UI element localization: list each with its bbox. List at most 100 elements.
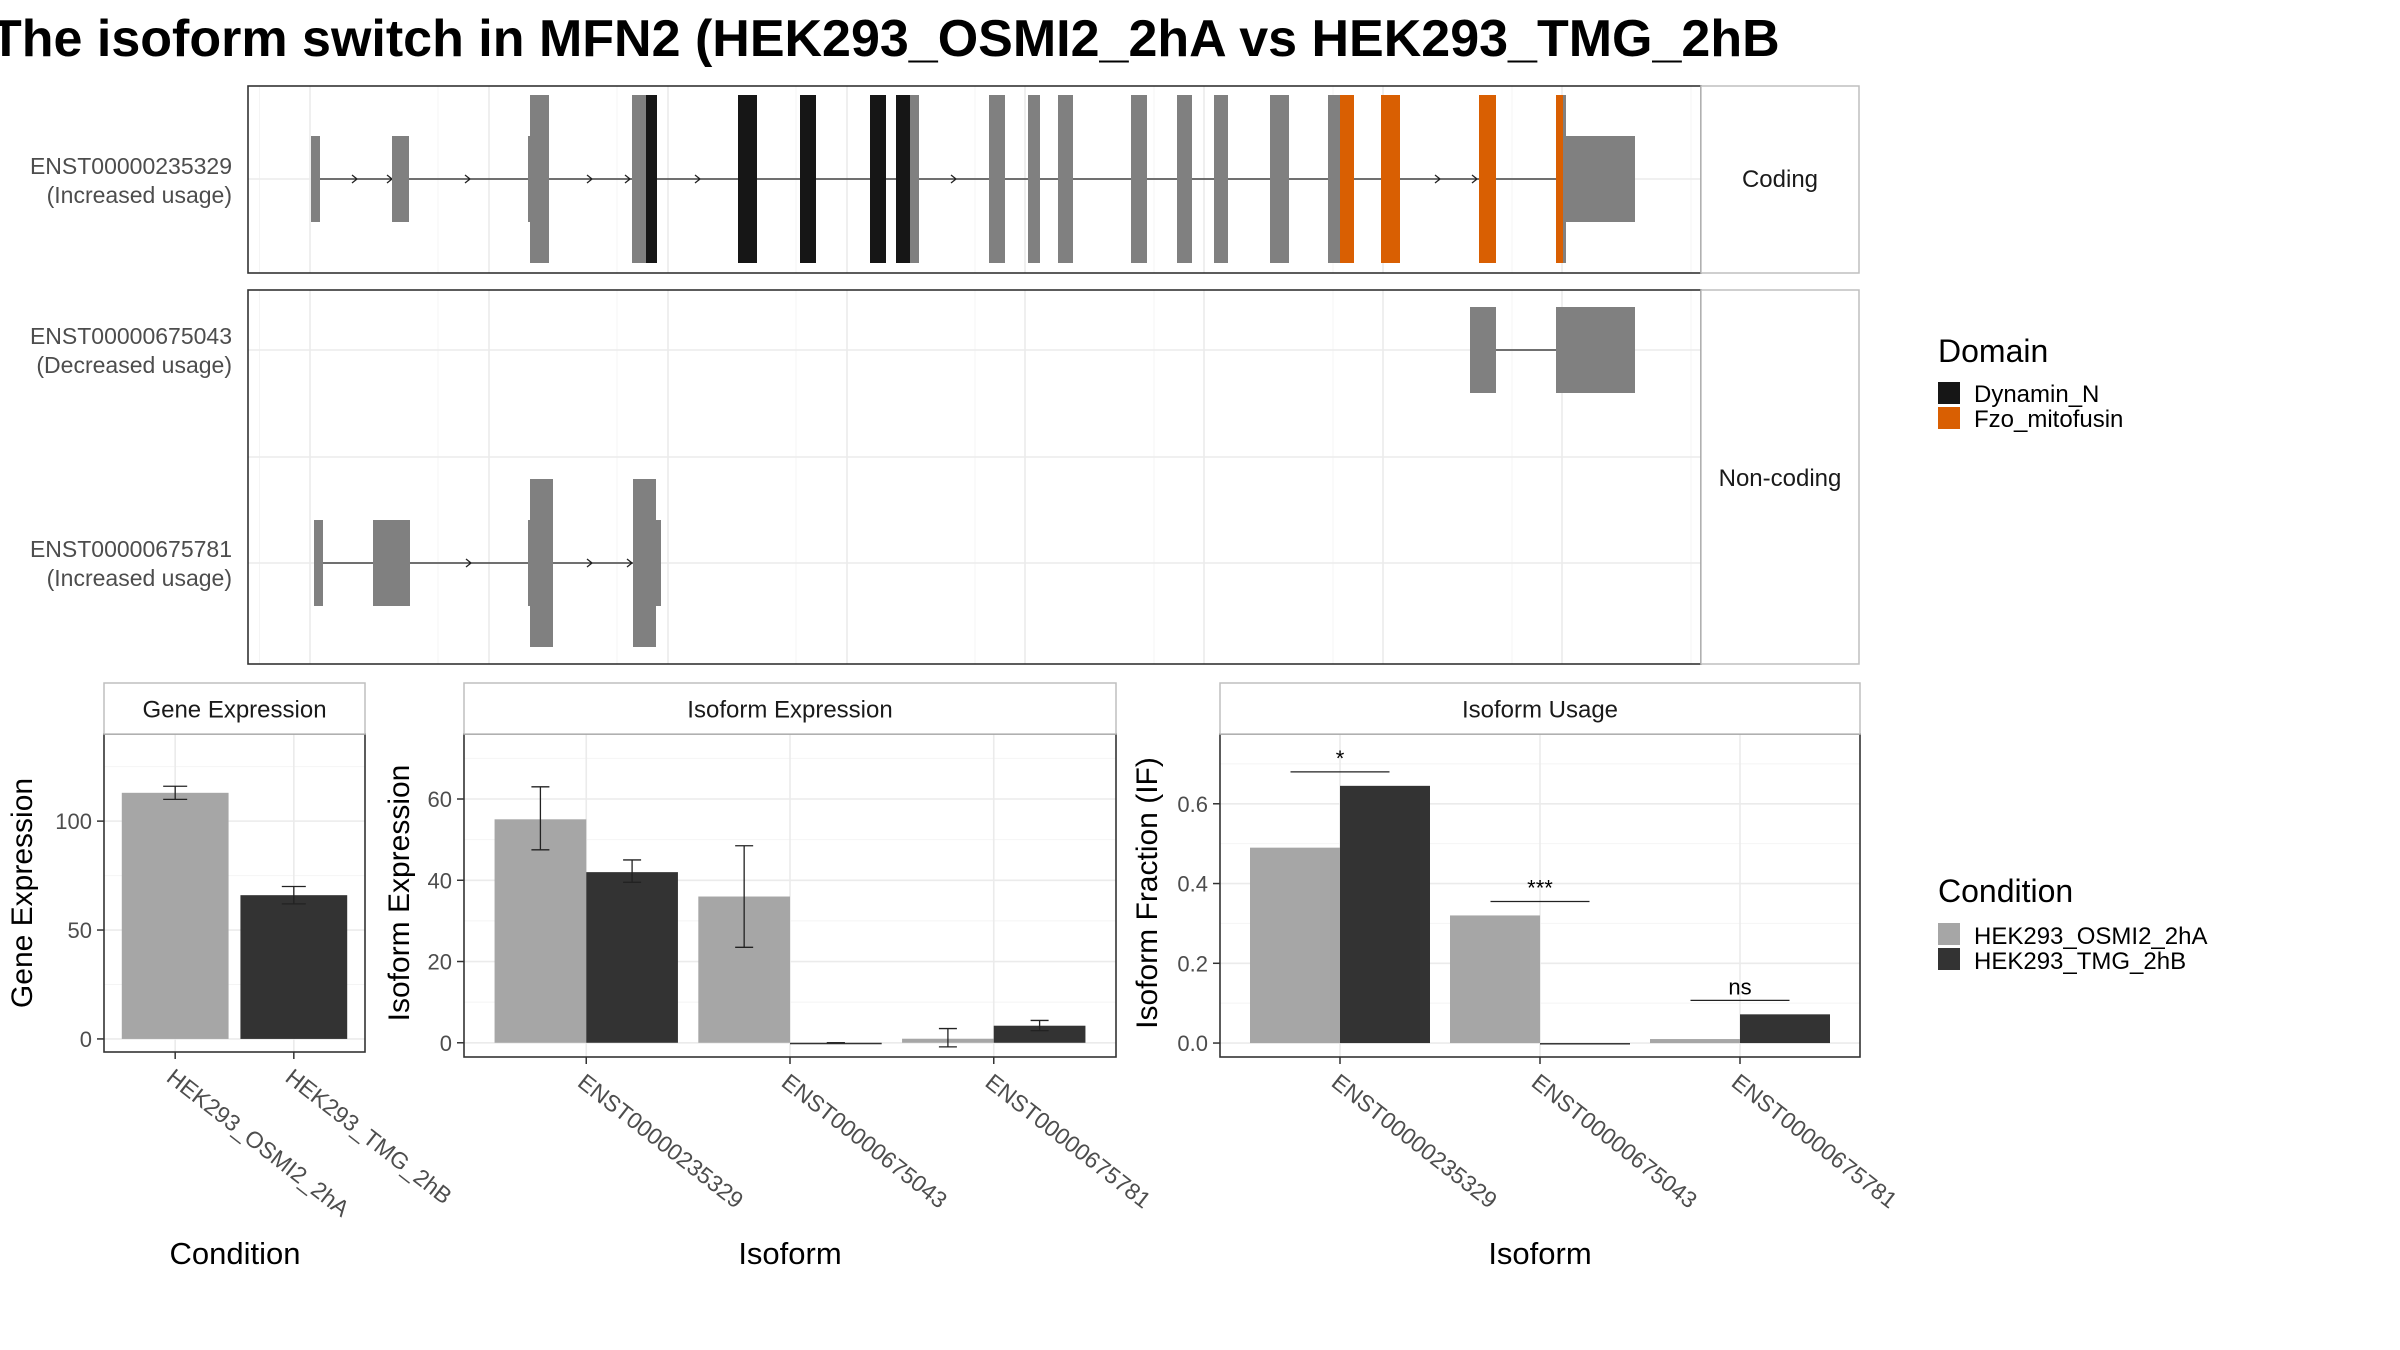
dynamin-domain: [646, 95, 657, 263]
y-axis-title: Gene Expression: [6, 778, 39, 1008]
structure-plot: Coding Non-coding ENST00000235329 (Incre…: [30, 85, 1860, 665]
y-tick-label: 0: [440, 1031, 452, 1056]
coding-strip-label: Coding: [1742, 166, 1818, 193]
bar: [240, 895, 348, 1039]
bar: [790, 1042, 882, 1045]
bar: [1650, 1039, 1740, 1044]
exon-block: [633, 479, 656, 647]
bar: [1540, 1043, 1630, 1045]
condition-legend: Condition HEK293_OSMI2_2hA HEK293_TMG_2h…: [1938, 873, 2207, 975]
fzo-domain: [1381, 95, 1400, 263]
y-tick-label: 0.0: [1177, 1031, 1208, 1056]
exon-block: [1131, 95, 1147, 263]
exon-block: [1058, 95, 1073, 263]
y-axis-title: Isoform Expression: [383, 765, 416, 1022]
legend-label-dynamin: Dynamin_N: [1974, 381, 2099, 408]
y-tick-label: 0: [80, 1027, 92, 1052]
exon-block: [528, 136, 532, 222]
strand-arrow: [465, 558, 473, 568]
strand-arrow: [694, 174, 702, 184]
fzo-domain: [1556, 95, 1563, 263]
exon-block: [373, 520, 410, 606]
strip: [1219, 682, 1861, 735]
exon-block: [1177, 95, 1192, 263]
bar: [586, 872, 678, 1043]
transcript-2-usage: (Decreased usage): [36, 352, 232, 378]
strand-arrow: [626, 558, 634, 568]
strip-title: Gene Expression: [142, 697, 326, 724]
fzo-domain: [1479, 95, 1496, 263]
exon-block: [314, 520, 323, 606]
exon-block: [1328, 95, 1340, 263]
bar: [993, 1025, 1086, 1043]
x-tick-label: ENST00000675781: [1727, 1068, 1902, 1213]
legend-swatch-osmi2: [1938, 923, 1960, 945]
exon-block: [392, 136, 409, 222]
transcript-1-id: ENST00000235329: [30, 153, 232, 179]
domain-legend-title: Domain: [1938, 333, 2048, 369]
strand-arrow: [624, 174, 632, 184]
legend-swatch-tmg: [1938, 948, 1960, 970]
exon-block: [530, 479, 553, 647]
dynamin-domain: [738, 95, 757, 263]
strand-arrow: [586, 174, 594, 184]
x-tick-label: ENST00000235329: [573, 1068, 748, 1213]
exon-block: [989, 95, 1005, 263]
exon-block: [1566, 136, 1635, 222]
legend-label-tmg: HEK293_TMG_2hB: [1974, 948, 2186, 975]
exon-block: [528, 520, 532, 606]
bar: [494, 819, 587, 1043]
figure-title: The isoform switch in MFN2 (HEK293_OSMI2…: [0, 10, 1780, 68]
x-tick-label: ENST00000675043: [1527, 1068, 1702, 1213]
dynamin-domain: [870, 95, 886, 263]
strip: [463, 682, 1117, 735]
strand-arrow: [1434, 174, 1442, 184]
bar: [1340, 785, 1430, 1044]
strip-title: Isoform Usage: [1462, 697, 1618, 724]
exon-block: [1214, 95, 1228, 263]
exon-block: [1470, 307, 1496, 393]
transcript-2-id: ENST00000675043: [30, 323, 232, 349]
legend-swatch-fzo: [1938, 407, 1960, 429]
significance-label: ***: [1527, 875, 1553, 900]
x-axis-title: Condition: [170, 1236, 301, 1271]
y-tick-label: 100: [55, 809, 92, 834]
transcript-3-usage: (Increased usage): [47, 565, 232, 591]
exon-block: [1563, 95, 1566, 263]
exon-block: [1028, 95, 1040, 263]
noncoding-strip: [1700, 289, 1860, 665]
coding-strip: [1700, 85, 1860, 274]
strand-arrow: [950, 174, 958, 184]
exon-block: [910, 95, 919, 263]
significance-label: *: [1336, 746, 1345, 771]
legend-label-fzo: Fzo_mitofusin: [1974, 406, 2123, 433]
x-axis-title: Isoform: [738, 1236, 841, 1271]
bar: [121, 792, 229, 1039]
y-tick-label: 50: [68, 918, 92, 943]
noncoding-panel-marks: [314, 307, 1635, 647]
exon-block: [1270, 95, 1289, 263]
bar: [1450, 915, 1540, 1044]
exon-block: [311, 136, 320, 222]
bar: [1740, 1014, 1830, 1044]
domain-legend: Domain Dynamin_N Fzo_mitofusin: [1938, 333, 2123, 433]
y-tick-label: 0.2: [1177, 951, 1208, 976]
noncoding-strip-label: Non-coding: [1719, 465, 1842, 492]
strand-arrow: [351, 174, 359, 184]
condition-legend-title: Condition: [1938, 873, 2073, 909]
strip-title: Isoform Expression: [687, 697, 892, 724]
strand-arrow: [464, 174, 472, 184]
strand-arrow: [586, 558, 594, 568]
y-axis-title: Isoform Fraction (IF): [1131, 757, 1164, 1029]
transcript-1-usage: (Increased usage): [47, 182, 232, 208]
isoform-expression-chart: Isoform Expression 0 20 40 60 ENST00000235329…: [383, 682, 1156, 1271]
y-tick-label: 0.6: [1177, 792, 1208, 817]
dynamin-domain: [800, 95, 816, 263]
transcript-3-id: ENST00000675781: [30, 536, 232, 562]
strand-arrow: [1471, 174, 1479, 184]
fzo-domain: [1340, 95, 1354, 263]
exon-block: [530, 95, 549, 263]
x-tick-label: ENST00000235329: [1327, 1068, 1502, 1213]
y-tick-label: 20: [428, 950, 452, 975]
